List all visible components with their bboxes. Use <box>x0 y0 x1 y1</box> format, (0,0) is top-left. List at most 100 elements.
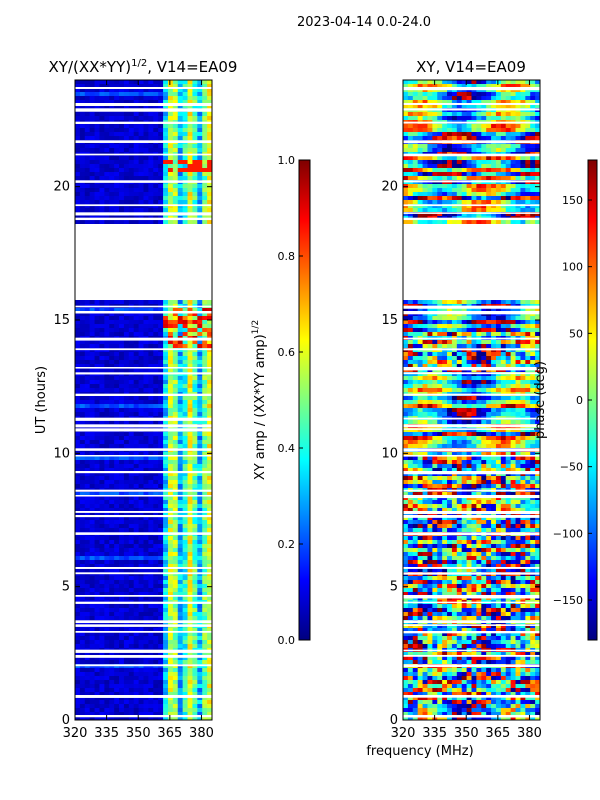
heat-cell <box>123 696 130 701</box>
heat-cell <box>192 144 198 149</box>
heat-cell <box>461 164 468 169</box>
heat-cell <box>182 388 189 393</box>
heat-cell <box>128 412 135 417</box>
heat-cell <box>99 344 105 349</box>
heat-cell <box>104 92 110 97</box>
heat-cell <box>143 524 149 529</box>
heat-cell <box>182 612 189 617</box>
heat-cell <box>75 472 81 477</box>
heat-cell <box>148 144 154 149</box>
heat-cell <box>89 460 96 465</box>
heat-cell <box>163 636 169 641</box>
heat-cell <box>177 436 184 441</box>
heat-cell <box>109 484 115 489</box>
heat-cell <box>471 208 477 213</box>
heat-cell <box>104 396 110 401</box>
heat-cell <box>79 332 86 337</box>
heat-cell <box>128 432 135 437</box>
heat-cell <box>138 536 145 541</box>
heat-cell <box>79 492 86 497</box>
heat-cell <box>495 184 502 189</box>
heat-cell <box>104 500 110 505</box>
heat-cell <box>158 176 164 181</box>
heat-cell <box>177 332 184 337</box>
heat-cell <box>182 208 189 213</box>
heat-cell <box>177 92 184 97</box>
heat-cell <box>133 672 140 677</box>
heat-cell <box>75 112 81 117</box>
heat-cell <box>94 476 101 481</box>
heat-cell <box>143 308 149 313</box>
heat-cell <box>94 184 101 189</box>
heat-cell <box>123 540 130 545</box>
heat-cell <box>432 148 438 153</box>
heat-cell <box>133 184 140 189</box>
heat-cell <box>79 516 86 521</box>
heat-cell <box>207 704 212 709</box>
heat-cell <box>119 340 125 345</box>
heat-cell <box>202 500 208 505</box>
heat-cell <box>167 612 174 617</box>
heat-cell <box>172 508 179 513</box>
heat-cell <box>403 80 409 85</box>
heat-cell <box>407 192 414 197</box>
heat-cell <box>148 456 154 461</box>
heat-cell <box>119 556 125 561</box>
heat-cell <box>99 616 105 621</box>
heat-cell <box>94 324 101 329</box>
heat-cell <box>148 444 154 449</box>
heat-cell <box>79 592 86 597</box>
heat-cell <box>114 592 120 597</box>
heat-cell <box>128 632 135 637</box>
heat-cell <box>187 420 194 425</box>
heat-cell <box>143 412 149 417</box>
heat-cell <box>94 112 101 117</box>
heat-cell <box>148 300 154 305</box>
heat-cell <box>207 572 212 577</box>
heat-cell <box>167 636 174 641</box>
heat-cell <box>192 684 198 689</box>
heat-cell <box>192 460 198 465</box>
heat-cell <box>89 452 96 457</box>
heat-cell <box>133 508 140 513</box>
heat-cell <box>451 148 458 153</box>
heat-cell <box>123 196 130 201</box>
heat-cell <box>437 192 443 197</box>
heat-cell <box>427 132 433 137</box>
heat-cell <box>89 308 96 313</box>
heat-cell <box>182 664 189 669</box>
heat-cell <box>133 104 140 109</box>
heat-cell <box>153 476 159 481</box>
heat-cell <box>177 644 184 649</box>
heat-cell <box>177 568 184 573</box>
heat-cell <box>177 504 184 509</box>
heat-cell <box>500 116 507 121</box>
heat-cell <box>197 496 203 501</box>
heat-cell <box>158 376 164 381</box>
heat-cell <box>207 528 212 533</box>
heat-cell <box>158 164 164 169</box>
heat-cell <box>515 168 522 173</box>
heat-cell <box>104 564 110 569</box>
heat-cell <box>138 548 145 553</box>
heat-cell <box>143 156 149 161</box>
heat-cell <box>133 452 140 457</box>
heat-cell <box>158 84 164 89</box>
heat-cell <box>515 112 522 117</box>
heat-cell <box>119 172 125 177</box>
heat-cell <box>207 712 212 717</box>
heat-cell <box>114 348 120 353</box>
heat-cell <box>79 524 86 529</box>
heat-cell <box>109 308 115 313</box>
heat-cell <box>123 632 130 637</box>
heat-cell <box>500 188 507 193</box>
heat-cell <box>486 200 492 205</box>
heat-cell <box>491 176 497 181</box>
heat-cell <box>84 520 91 525</box>
heat-cell <box>422 128 429 133</box>
heat-cell <box>84 196 91 201</box>
heat-cell <box>138 544 145 549</box>
heat-cell <box>172 476 179 481</box>
heat-cell <box>461 84 468 89</box>
heat-cell <box>167 472 174 477</box>
